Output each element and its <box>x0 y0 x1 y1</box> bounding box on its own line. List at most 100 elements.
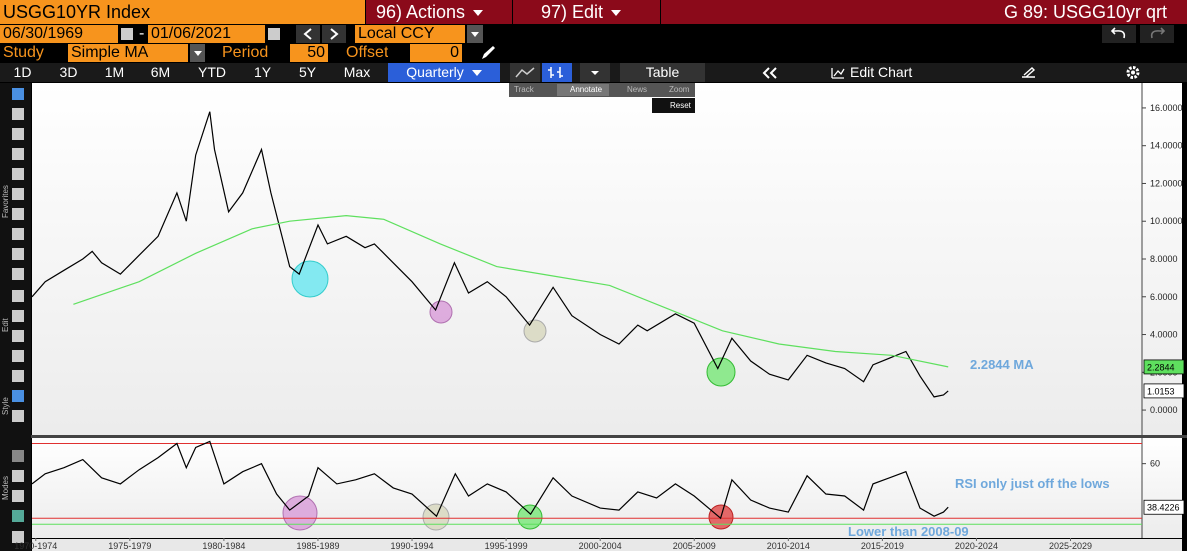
toolbar-label: Edit <box>1 318 10 332</box>
y-tick-label: 6.0000 <box>1150 292 1178 302</box>
series-line <box>73 214 949 368</box>
calendar-icon[interactable] <box>268 28 280 40</box>
range-tab[interactable]: 1M <box>104 64 125 80</box>
range-tab[interactable]: 1Y <box>253 64 272 80</box>
range-tab[interactable]: 5Y <box>298 64 317 80</box>
y-tick-label: 14.0000 <box>1150 141 1183 151</box>
annotation: RSI only just off the lows <box>955 476 1110 491</box>
frequency[interactable]: Quarterly <box>388 63 500 82</box>
tool-icon[interactable] <box>12 531 24 543</box>
last-value-label: 1.0153 <box>1147 386 1175 396</box>
dropdown-arrow <box>611 10 622 17</box>
study-label: Study <box>3 44 44 61</box>
highlight-circle <box>517 504 543 530</box>
series-line <box>31 111 949 398</box>
frequency-label: Quarterly <box>406 64 464 80</box>
tool-icon[interactable] <box>12 188 24 200</box>
highlight-circle <box>523 319 547 343</box>
collapse-button[interactable] <box>755 63 785 82</box>
tool-icon[interactable] <box>12 208 24 220</box>
tool-icon[interactable] <box>12 470 24 482</box>
popup-item[interactable]: Zoom <box>669 85 690 94</box>
y-tick-label: 12.0000 <box>1150 178 1183 188</box>
step-buttons[interactable] <box>296 25 346 43</box>
study-dropdown[interactable] <box>190 44 205 62</box>
tool-icon[interactable] <box>12 370 24 382</box>
edit-menu[interactable]: 97) Edit <box>513 0 660 24</box>
range-tab[interactable]: YTD <box>198 64 226 80</box>
y-tick-label: 0.0000 <box>1150 405 1178 415</box>
chart-id: G 89: USGG10yr qrt <box>661 0 1187 24</box>
range-tab[interactable]: 1D <box>13 64 32 80</box>
gear-icon[interactable] <box>1124 64 1142 81</box>
range-tab[interactable]: 3D <box>59 64 78 80</box>
tool-icon[interactable] <box>12 268 24 280</box>
tool-icon[interactable] <box>12 410 24 422</box>
tool-icon[interactable] <box>12 310 24 322</box>
currency-dropdown[interactable] <box>467 25 483 43</box>
toolbar-label: Modes <box>1 475 10 500</box>
edit-chart-icon[interactable] <box>830 66 846 80</box>
start-date[interactable]: 06/30/1969 <box>0 25 118 43</box>
currency[interactable]: Local CCY <box>355 25 465 43</box>
table-button[interactable]: Table <box>620 63 705 82</box>
x-tick-label: 1995-1999 <box>485 541 528 551</box>
end-date[interactable]: 01/06/2021 <box>148 25 265 43</box>
x-tick-label: 2015-2019 <box>861 541 904 551</box>
y-tick-label: 10.0000 <box>1150 216 1183 226</box>
x-tick-label: 2010-2014 <box>767 541 810 551</box>
popup-item[interactable]: News <box>627 85 648 94</box>
tool-icon[interactable] <box>12 248 24 260</box>
ticker[interactable]: USGG10YR Index <box>0 0 365 24</box>
study[interactable]: Simple MA <box>68 44 188 62</box>
actions-label: 96) Actions <box>376 2 466 22</box>
x-tick-label: 1990-1994 <box>391 541 434 551</box>
tool-icon[interactable] <box>12 510 24 522</box>
tool-icon[interactable] <box>12 168 24 180</box>
rsi-panel <box>32 438 1182 538</box>
x-tick-label: 2025-2029 <box>1049 541 1092 551</box>
tool-icon[interactable] <box>12 88 24 100</box>
last-value-label: 38.4226 <box>1147 503 1180 513</box>
highlight-circle <box>282 495 318 531</box>
tool-icon[interactable] <box>12 228 24 240</box>
date-separator: - <box>139 25 145 42</box>
tool-icon[interactable] <box>12 490 24 502</box>
pencil-icon[interactable] <box>478 44 498 62</box>
x-tick-label: 1970-1974 <box>14 541 57 551</box>
popup-item[interactable]: Annotate <box>557 84 609 96</box>
toolbar-label: Favorites <box>1 185 10 218</box>
x-tick-label: 2020-2024 <box>955 541 998 551</box>
actions-menu[interactable]: 96) Actions <box>366 0 512 24</box>
x-tick-label: 1980-1984 <box>202 541 245 551</box>
reset-button[interactable]: Reset <box>652 98 695 113</box>
offset[interactable]: 0 <box>410 44 462 62</box>
y-tick-label: 8.0000 <box>1150 254 1178 264</box>
calendar-icon[interactable] <box>121 28 133 40</box>
tool-icon[interactable] <box>12 108 24 120</box>
range-tab[interactable]: 6M <box>150 64 171 80</box>
edit-chart-button[interactable]: Edit Chart <box>850 64 913 80</box>
tool-icon[interactable] <box>12 450 24 462</box>
undo-redo[interactable] <box>1100 25 1180 43</box>
y-tick-label: 60 <box>1150 459 1160 469</box>
popup-item[interactable]: Track <box>514 85 534 94</box>
tool-icon[interactable] <box>12 148 24 160</box>
annotation: 2.2844 MA <box>970 357 1034 372</box>
highlight-circle <box>291 260 329 298</box>
range-tab[interactable]: Max <box>343 64 371 80</box>
period[interactable]: 50 <box>290 44 328 62</box>
last-value-box <box>1143 359 1185 375</box>
last-value-label: 2.2844 <box>1147 362 1175 372</box>
y-tick-label: 16.0000 <box>1150 103 1183 113</box>
chart-type-buttons[interactable] <box>510 63 610 82</box>
tool-icon[interactable] <box>12 390 24 402</box>
tool-icon[interactable] <box>12 350 24 362</box>
tool-icon[interactable] <box>12 128 24 140</box>
toolbar-label: Style <box>1 397 10 415</box>
settings-icon[interactable] <box>1020 65 1038 80</box>
tool-icon[interactable] <box>12 330 24 342</box>
tool-icon[interactable] <box>12 290 24 302</box>
